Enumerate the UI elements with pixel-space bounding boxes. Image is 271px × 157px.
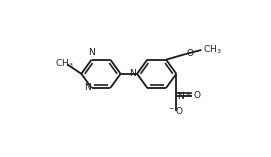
- Text: N: N: [88, 48, 95, 57]
- Text: $^-$O: $^-$O: [167, 105, 184, 116]
- Text: CH$_3$: CH$_3$: [55, 57, 74, 70]
- Text: N$^+$: N$^+$: [177, 90, 192, 102]
- Text: N: N: [129, 69, 136, 78]
- Text: N: N: [84, 83, 91, 92]
- Text: O: O: [186, 49, 193, 58]
- Text: CH$_3$: CH$_3$: [203, 44, 222, 56]
- Text: O: O: [193, 91, 201, 100]
